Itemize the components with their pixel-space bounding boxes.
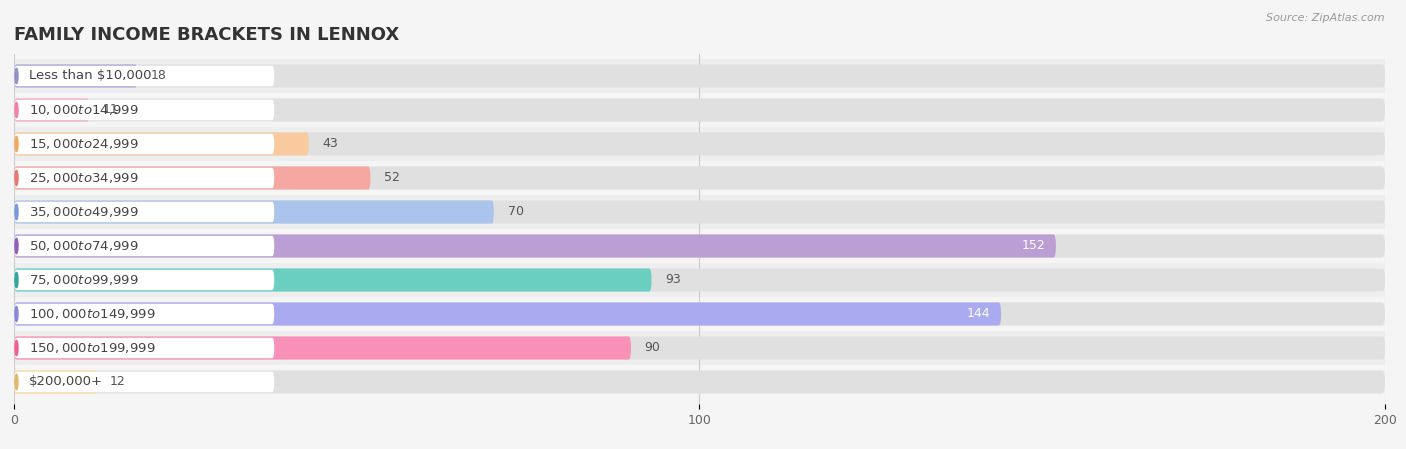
FancyBboxPatch shape bbox=[14, 263, 1385, 297]
Text: $15,000 to $24,999: $15,000 to $24,999 bbox=[28, 137, 138, 151]
FancyBboxPatch shape bbox=[14, 161, 1385, 195]
FancyBboxPatch shape bbox=[14, 236, 274, 256]
Text: 93: 93 bbox=[665, 273, 681, 286]
FancyBboxPatch shape bbox=[14, 370, 1385, 394]
Text: Source: ZipAtlas.com: Source: ZipAtlas.com bbox=[1267, 13, 1385, 23]
FancyBboxPatch shape bbox=[14, 100, 274, 120]
Circle shape bbox=[15, 340, 18, 356]
Text: $35,000 to $49,999: $35,000 to $49,999 bbox=[28, 205, 138, 219]
FancyBboxPatch shape bbox=[14, 167, 371, 189]
Circle shape bbox=[15, 102, 18, 118]
FancyBboxPatch shape bbox=[14, 365, 1385, 399]
Text: 70: 70 bbox=[508, 206, 523, 219]
FancyBboxPatch shape bbox=[14, 127, 1385, 161]
FancyBboxPatch shape bbox=[14, 303, 1001, 326]
FancyBboxPatch shape bbox=[14, 270, 274, 290]
Text: $200,000+: $200,000+ bbox=[28, 375, 103, 388]
FancyBboxPatch shape bbox=[14, 269, 651, 291]
FancyBboxPatch shape bbox=[14, 336, 1385, 360]
Text: 18: 18 bbox=[152, 70, 167, 83]
FancyBboxPatch shape bbox=[14, 303, 1385, 326]
Circle shape bbox=[15, 238, 18, 254]
Text: $10,000 to $14,999: $10,000 to $14,999 bbox=[28, 103, 138, 117]
FancyBboxPatch shape bbox=[14, 331, 1385, 365]
FancyBboxPatch shape bbox=[14, 304, 274, 324]
FancyBboxPatch shape bbox=[14, 98, 1385, 122]
Circle shape bbox=[15, 136, 18, 152]
FancyBboxPatch shape bbox=[14, 64, 1385, 88]
FancyBboxPatch shape bbox=[14, 200, 494, 224]
Circle shape bbox=[15, 170, 18, 185]
Text: 152: 152 bbox=[1022, 239, 1046, 252]
Circle shape bbox=[15, 68, 18, 84]
Text: $25,000 to $34,999: $25,000 to $34,999 bbox=[28, 171, 138, 185]
FancyBboxPatch shape bbox=[14, 59, 1385, 93]
FancyBboxPatch shape bbox=[14, 372, 274, 392]
Text: 11: 11 bbox=[103, 103, 120, 116]
Text: $150,000 to $199,999: $150,000 to $199,999 bbox=[28, 341, 155, 355]
Text: Less than $10,000: Less than $10,000 bbox=[28, 70, 150, 83]
FancyBboxPatch shape bbox=[14, 229, 1385, 263]
FancyBboxPatch shape bbox=[14, 234, 1385, 258]
Text: 90: 90 bbox=[644, 342, 661, 355]
FancyBboxPatch shape bbox=[14, 269, 1385, 291]
FancyBboxPatch shape bbox=[14, 93, 1385, 127]
FancyBboxPatch shape bbox=[14, 98, 90, 122]
Text: $50,000 to $74,999: $50,000 to $74,999 bbox=[28, 239, 138, 253]
FancyBboxPatch shape bbox=[14, 338, 274, 358]
FancyBboxPatch shape bbox=[14, 66, 274, 86]
Circle shape bbox=[15, 273, 18, 288]
FancyBboxPatch shape bbox=[14, 370, 96, 394]
FancyBboxPatch shape bbox=[14, 200, 1385, 224]
Text: $100,000 to $149,999: $100,000 to $149,999 bbox=[28, 307, 155, 321]
FancyBboxPatch shape bbox=[14, 195, 1385, 229]
FancyBboxPatch shape bbox=[14, 132, 1385, 155]
FancyBboxPatch shape bbox=[14, 168, 274, 188]
FancyBboxPatch shape bbox=[14, 297, 1385, 331]
Text: $75,000 to $99,999: $75,000 to $99,999 bbox=[28, 273, 138, 287]
Text: 52: 52 bbox=[384, 172, 401, 185]
FancyBboxPatch shape bbox=[14, 64, 138, 88]
FancyBboxPatch shape bbox=[14, 336, 631, 360]
Circle shape bbox=[15, 204, 18, 220]
Text: 12: 12 bbox=[110, 375, 125, 388]
Text: 43: 43 bbox=[322, 137, 339, 150]
FancyBboxPatch shape bbox=[14, 132, 309, 155]
FancyBboxPatch shape bbox=[14, 134, 274, 154]
Text: 144: 144 bbox=[967, 308, 991, 321]
Circle shape bbox=[15, 374, 18, 390]
FancyBboxPatch shape bbox=[14, 167, 1385, 189]
Text: FAMILY INCOME BRACKETS IN LENNOX: FAMILY INCOME BRACKETS IN LENNOX bbox=[14, 26, 399, 44]
Circle shape bbox=[15, 306, 18, 321]
FancyBboxPatch shape bbox=[14, 234, 1056, 258]
FancyBboxPatch shape bbox=[14, 202, 274, 222]
